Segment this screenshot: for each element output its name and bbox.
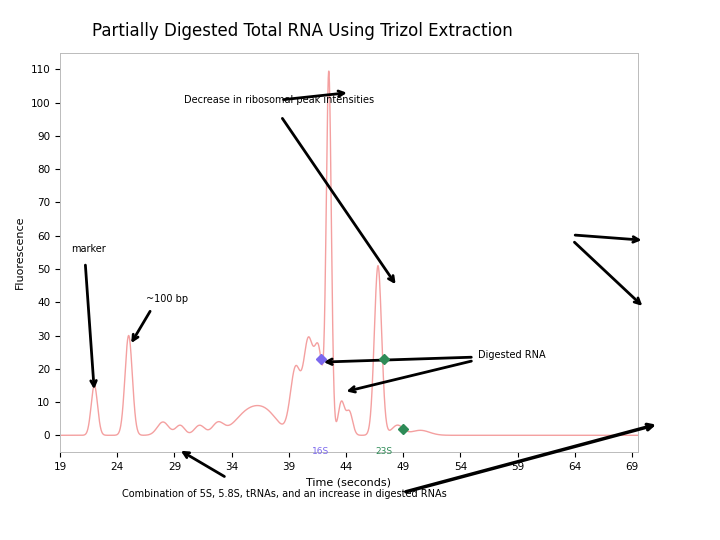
Text: ~100 bp: ~100 bp (146, 294, 188, 304)
Text: 23S: 23S (375, 447, 392, 456)
Text: Partially Digested Total RNA Using Trizol Extraction: Partially Digested Total RNA Using Trizo… (92, 22, 513, 39)
Y-axis label: Fluorescence: Fluorescence (15, 215, 25, 289)
Text: marker: marker (71, 245, 107, 254)
X-axis label: Time (seconds): Time (seconds) (306, 477, 392, 487)
Text: Combination of 5S, 5.8S, tRNAs, and an increase in digested RNAs: Combination of 5S, 5.8S, tRNAs, and an i… (122, 489, 447, 499)
Text: Digested RNA: Digested RNA (477, 350, 545, 361)
Text: 16S: 16S (312, 447, 330, 456)
Text: Decrease in ribosomal peak intensities: Decrease in ribosomal peak intensities (184, 95, 374, 105)
